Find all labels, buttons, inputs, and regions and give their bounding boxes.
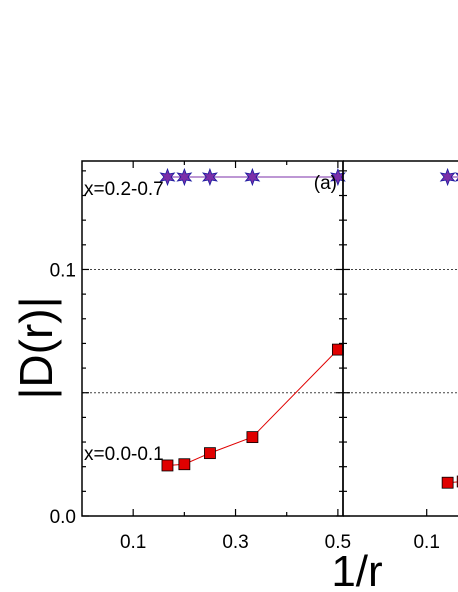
series-panel-b xyxy=(439,167,458,489)
series-line xyxy=(167,349,339,466)
panel-label: (a) xyxy=(314,173,337,194)
x-tick-label: 0.1 xyxy=(413,532,439,553)
legend-entry-x-0.2-0.7: x=0.2-0.7 xyxy=(84,179,164,200)
panel-a: 0.0 0.1 0.1 0.3 0.5 (a) x=0.2-0.7 x=0.0-0.1 xyxy=(50,160,351,553)
data-point-square xyxy=(441,476,454,489)
data-point-star xyxy=(454,172,458,182)
data-point-star xyxy=(159,167,176,187)
data-point-star xyxy=(439,167,456,187)
data-point-square xyxy=(161,459,174,472)
y-tick-label: 0.1 xyxy=(50,260,76,281)
data-point-square xyxy=(178,458,191,471)
ticks-panel-a: 0.0 0.1 0.1 0.3 0.5 xyxy=(50,161,351,553)
x-tick-label: 0.1 xyxy=(120,532,146,553)
data-point-star xyxy=(244,167,261,187)
legend-entry-x-0.0-0.1: x=0.0-0.1 xyxy=(84,444,164,465)
data-point-star xyxy=(330,167,346,187)
series-panel-a xyxy=(159,167,346,472)
data-point-star xyxy=(176,167,193,187)
reference-lines-panel-b xyxy=(343,268,458,394)
data-point-square xyxy=(331,343,344,356)
y-axis-title: |D(r)| xyxy=(10,296,62,399)
data-point-square xyxy=(204,447,216,460)
panel-b: 0.1 xyxy=(342,160,458,553)
data-point-square xyxy=(246,431,259,444)
data-point-star xyxy=(202,167,218,187)
x-tick-label: 0.5 xyxy=(325,532,351,553)
reference-lines-panel-a xyxy=(82,268,343,394)
ticks-panel-b: 0.1 xyxy=(343,170,440,553)
y-tick-label: 0.0 xyxy=(50,507,76,528)
series-line xyxy=(447,481,458,484)
x-axis-title: 1/r xyxy=(331,547,382,592)
x-tick-label: 0.3 xyxy=(222,532,248,553)
